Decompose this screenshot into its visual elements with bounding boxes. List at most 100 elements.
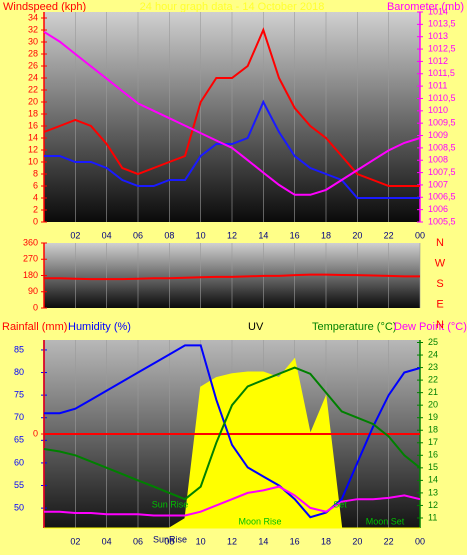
y-tick-label: 1007,5 <box>428 167 456 177</box>
series-line <box>43 366 421 501</box>
y-tick-label: 1011,5 <box>428 68 455 78</box>
y-tick-label: 25 <box>428 337 438 347</box>
y-tick-label: 1012,5 <box>428 43 456 53</box>
x-tick-label: 16 <box>290 536 300 546</box>
y-tick-label: 34 <box>28 12 38 22</box>
y-tick-label: 1008 <box>428 155 448 165</box>
y-tick-label: 1012 <box>428 56 448 66</box>
chart-title: 24 hour graph data - 14 October 2018 <box>140 1 325 13</box>
y-tick-label: 24 <box>28 72 38 82</box>
y-tick-label: 1008,5 <box>428 142 456 152</box>
y-tick-label: 16 <box>428 450 438 460</box>
rain-label: Rainfall (mm) <box>2 321 67 333</box>
y-tick-label: 12 <box>28 144 38 154</box>
y-tick-label: 22 <box>28 84 38 94</box>
x-tick-label: 00 <box>415 536 425 546</box>
y-tick-label: 10 <box>28 156 38 166</box>
y-tick-label: 0 <box>33 216 38 226</box>
x-tick-label: 06 <box>133 230 143 240</box>
y-tick-label: 55 <box>14 480 24 490</box>
x-tick-label: 02 <box>70 230 80 240</box>
y-tick-label: 32 <box>28 24 38 34</box>
x-tick-label: 00 <box>415 230 425 240</box>
series-line <box>44 99 420 199</box>
x-tick-label: 18 <box>321 536 331 546</box>
y-tick-label: 1005,5 <box>428 216 456 226</box>
temperature-label: Temperature (°C) <box>312 321 396 333</box>
y-tick-label: 17 <box>428 437 438 447</box>
y-tick-label: 20 <box>428 400 438 410</box>
y-tick-label: 24 <box>428 349 438 359</box>
dewpoint-label: Dew Point (°C) <box>394 321 467 333</box>
y-tick-label: 12 <box>428 500 438 510</box>
direction-label: N <box>436 237 444 249</box>
y-tick-label: 1010,5 <box>428 93 456 103</box>
y-tick-label: 16 <box>28 120 38 130</box>
series-line <box>44 344 421 519</box>
uv-label: UV <box>248 321 264 333</box>
direction-label: S <box>436 278 443 290</box>
series-line <box>44 485 421 517</box>
y-tick-label: 1011 <box>428 80 447 90</box>
series-line <box>43 27 420 187</box>
direction-label: W <box>435 257 446 269</box>
x-tick-label: 12 <box>227 536 237 546</box>
humidity-label: Humidity (%) <box>68 321 131 333</box>
y-tick-label: 50 <box>14 502 24 512</box>
y-tick-label: 22 <box>428 374 438 384</box>
y-tick-label: 60 <box>14 457 24 467</box>
x-tick-label: 20 <box>352 536 362 546</box>
event-annotation: SunRise <box>153 534 187 544</box>
event-annotation: Sun Rise <box>152 499 189 509</box>
direction-label: N <box>436 319 444 331</box>
x-tick-label: 02 <box>70 536 80 546</box>
y-tick-label: 1007 <box>428 179 448 189</box>
y-tick-label: 14 <box>28 132 38 142</box>
x-tick-label: 10 <box>196 536 206 546</box>
y-tick-label: 1014 <box>428 6 448 16</box>
x-tick-label: 14 <box>258 536 268 546</box>
y-tick-label: 85 <box>14 344 24 354</box>
y-tick-label: 1006 <box>428 204 448 214</box>
series-line <box>43 30 421 196</box>
x-tick-label: 20 <box>352 230 362 240</box>
y-tick-label: 14 <box>428 475 438 485</box>
y-tick-label: 6 <box>33 180 38 190</box>
barometer-axis-label: Barometer (mb) <box>387 1 464 13</box>
direction-label: E <box>436 298 443 310</box>
y-tick-label: 15 <box>428 462 438 472</box>
x-tick-label: 08 <box>164 536 174 546</box>
x-tick-label: 04 <box>102 536 112 546</box>
y-tick-label: 2 <box>33 204 38 214</box>
x-tick-label: 06 <box>133 536 143 546</box>
y-tick-label: 1010 <box>428 105 448 115</box>
event-annotation: Moon Set <box>366 516 405 526</box>
y-tick-label: 0 <box>33 428 38 438</box>
y-tick-label: 75 <box>14 390 24 400</box>
y-tick-label: 19 <box>428 412 438 422</box>
y-tick-label: 1009 <box>428 130 448 140</box>
y-tick-label: 21 <box>428 387 438 397</box>
y-tick-label: 90 <box>28 286 38 296</box>
y-tick-label: 270 <box>23 254 38 264</box>
y-tick-label: 18 <box>28 108 38 118</box>
y-tick-label: 360 <box>23 237 38 247</box>
x-tick-label: 22 <box>384 230 394 240</box>
x-tick-label: 08 <box>164 230 174 240</box>
x-tick-label: 18 <box>321 230 331 240</box>
x-tick-label: 04 <box>102 230 112 240</box>
x-tick-label: 22 <box>384 536 394 546</box>
y-tick-label: 0 <box>33 302 38 312</box>
x-tick-label: 12 <box>227 230 237 240</box>
wind-axis-label: Windspeed (kph) <box>3 1 86 13</box>
y-tick-label: 1013,5 <box>428 19 456 29</box>
y-tick-label: 1009,5 <box>428 118 456 128</box>
y-tick-label: 8 <box>33 168 38 178</box>
x-tick-label: 14 <box>258 230 268 240</box>
y-tick-label: 11 <box>428 512 437 522</box>
series-line <box>44 273 420 281</box>
x-tick-label: 16 <box>290 230 300 240</box>
event-annotation: Moon Rise <box>238 516 281 526</box>
y-tick-label: 26 <box>28 60 38 70</box>
